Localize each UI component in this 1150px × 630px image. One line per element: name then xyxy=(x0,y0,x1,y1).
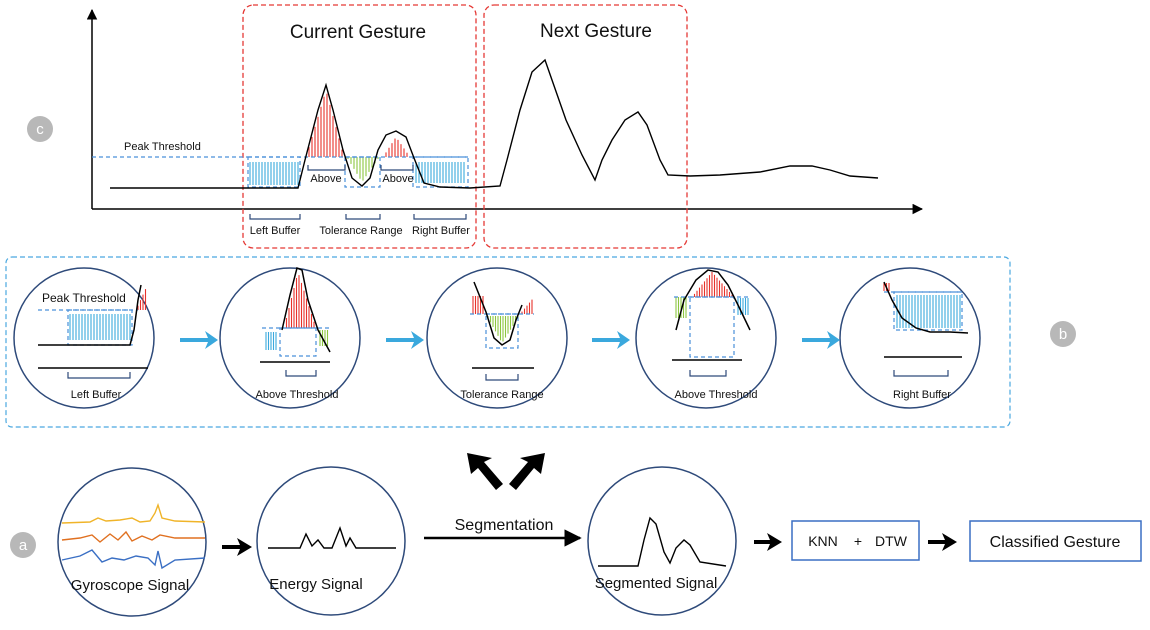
above-label-2: Above xyxy=(382,173,413,185)
step5-signal xyxy=(883,281,969,334)
knn-dtw-box xyxy=(791,520,920,561)
panel-b-bars xyxy=(69,272,961,350)
step5-frame xyxy=(893,291,963,331)
left-buffer-frame xyxy=(247,156,301,188)
peak-threshold-label: Peak Threshold xyxy=(124,141,201,153)
segmentation-label: Segmentation xyxy=(455,517,554,534)
arrow-to-classified xyxy=(928,533,957,551)
blue-arrow-2 xyxy=(386,331,424,349)
step1-buffer-frame xyxy=(67,309,133,346)
energy-label: Energy Signal xyxy=(269,576,362,593)
current-gesture-title: Current Gesture xyxy=(290,22,426,43)
step3-frame xyxy=(485,313,519,349)
step-circle-2 xyxy=(219,267,361,409)
segmented-circle xyxy=(587,466,737,616)
segmented-line xyxy=(598,516,727,567)
badge-a xyxy=(10,532,36,558)
panel-b: b Peak Threshold Left Buffer Above Thres… xyxy=(5,256,1076,428)
step4-signal xyxy=(675,269,751,331)
left-buffer-bracket xyxy=(249,214,301,220)
gyro-blue-line xyxy=(61,549,206,570)
next-gesture-box xyxy=(483,4,688,249)
gyro-orange-line xyxy=(61,530,205,543)
badge-c-label: c xyxy=(36,121,44,138)
energy-line xyxy=(268,525,396,549)
next-gesture-title: Next Gesture xyxy=(540,21,652,42)
step3-bracket xyxy=(485,374,519,381)
energy-curve xyxy=(110,58,879,189)
step4-frame xyxy=(689,296,735,358)
tolerance-range-label: Tolerance Range xyxy=(319,225,402,237)
step1-peak-threshold: Peak Threshold xyxy=(42,291,126,305)
classified-box xyxy=(969,520,1142,562)
arrow-gyro-to-energy xyxy=(222,538,252,556)
panel-c-bars xyxy=(249,93,465,185)
gyroscope-circle xyxy=(57,467,207,617)
above-bracket-2 xyxy=(380,165,414,171)
badge-b-label: b xyxy=(1059,326,1067,343)
above-bracket-1 xyxy=(307,165,346,171)
arrow-to-knn xyxy=(754,533,782,551)
step-circle-5 xyxy=(839,267,981,409)
panel-b-frame xyxy=(5,256,1011,428)
step1-signal xyxy=(38,284,142,346)
step2-frame xyxy=(279,327,317,357)
energy-circle xyxy=(256,466,406,616)
classified-label: Classified Gesture xyxy=(990,534,1121,551)
gyro-yellow-line xyxy=(61,502,206,524)
chevron-up-left-icon xyxy=(467,453,503,490)
blue-arrow-3 xyxy=(592,331,630,349)
plus-label: + xyxy=(854,533,862,549)
blue-arrow-4 xyxy=(802,331,840,349)
step-circle-3 xyxy=(426,267,568,409)
left-buffer-label: Left Buffer xyxy=(250,225,301,237)
current-gesture-box xyxy=(242,4,477,249)
step4-bracket xyxy=(689,370,727,377)
step4-label: Above Threshold xyxy=(675,389,758,401)
gyroscope-label: Gyroscope Signal xyxy=(71,577,189,594)
badge-c xyxy=(27,116,53,142)
right-buffer-bracket xyxy=(413,214,467,220)
step1-label: Left Buffer xyxy=(71,389,122,401)
knn-label: KNN xyxy=(808,533,838,549)
step3-label: Tolerance Range xyxy=(460,389,543,401)
blue-arrow-1 xyxy=(180,331,218,349)
step1-bracket xyxy=(67,372,131,379)
badge-a-label: a xyxy=(19,537,28,554)
step5-label: Right Buffer xyxy=(893,389,951,401)
dtw-label: DTW xyxy=(875,533,908,549)
badge-b xyxy=(1050,321,1076,347)
step5-bracket xyxy=(893,370,949,377)
step2-label: Above Threshold xyxy=(256,389,339,401)
step2-signal xyxy=(281,266,331,353)
panel-c: c Current Gesture Next Gesture Peak Thre… xyxy=(27,4,924,249)
chevron-up-right-icon xyxy=(509,453,545,490)
tolerance-bracket xyxy=(345,214,381,220)
step-circle-1 xyxy=(13,267,155,409)
step2-bracket xyxy=(285,370,317,377)
step-circle-4 xyxy=(635,267,777,409)
right-buffer-label: Right Buffer xyxy=(412,225,470,237)
above-label-1: Above xyxy=(310,173,341,185)
panel-a: a Gyroscope Signal Energy Signal Segment… xyxy=(10,453,1142,617)
step3-signal xyxy=(473,281,523,346)
segmented-label: Segmented Signal xyxy=(595,575,718,592)
